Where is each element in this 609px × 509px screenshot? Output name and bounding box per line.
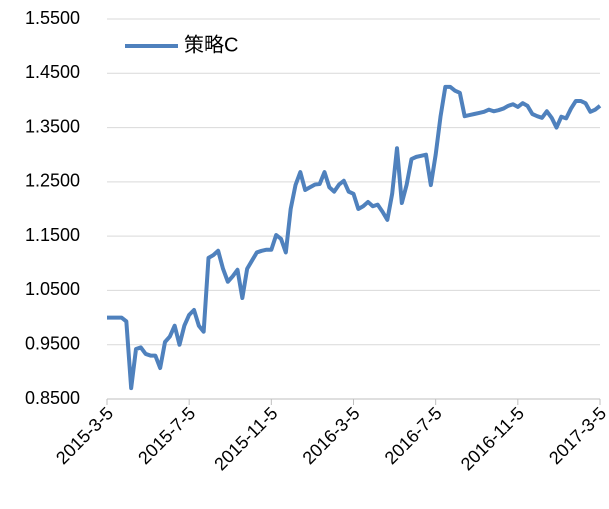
y-tick-label: 0.9500: [25, 333, 80, 353]
x-tick-label: 2015-11-5: [210, 403, 281, 474]
y-tick-label: 1.2500: [25, 171, 80, 191]
x-tick-label: 2015-7-5: [134, 403, 199, 468]
x-tick-label: 2016-3-5: [299, 403, 364, 468]
y-tick-label: 1.1500: [25, 225, 80, 245]
x-tick-label: 2016-11-5: [457, 403, 528, 474]
y-tick-label: 0.8500: [25, 388, 80, 408]
y-tick-label: 1.3500: [25, 116, 80, 136]
series-line: [107, 84, 602, 391]
x-tick-label: 2015-3-5: [52, 403, 117, 468]
legend-label: 策略C: [184, 33, 238, 56]
x-tick-label: 2016-7-5: [381, 403, 446, 468]
y-tick-label: 1.5500: [25, 8, 80, 28]
x-tick-label: 2017-3-5: [545, 403, 609, 468]
y-tick-label: 1.0500: [25, 279, 80, 299]
y-tick-label: 1.4500: [25, 62, 80, 82]
